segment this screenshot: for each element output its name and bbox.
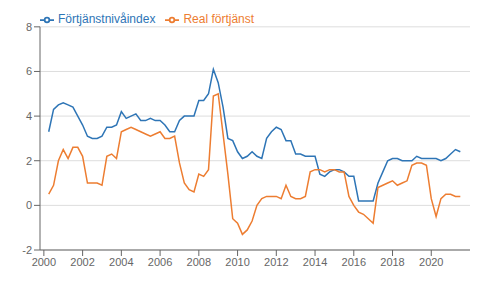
svg-text:2006: 2006 (148, 256, 172, 268)
svg-text:0: 0 (26, 199, 32, 211)
svg-text:2012: 2012 (264, 256, 288, 268)
html-text:Förtjänstnivåindex: Förtjänstnivåindex (58, 12, 156, 26)
svg-text:8: 8 (26, 21, 32, 33)
svg-text:2004: 2004 (109, 256, 133, 268)
svg-text:2018: 2018 (380, 256, 404, 268)
svg-text:2000: 2000 (32, 256, 56, 268)
svg-text:2014: 2014 (303, 256, 327, 268)
svg-text:6: 6 (26, 65, 32, 77)
svg-text:2020: 2020 (419, 256, 443, 268)
svg-text:2010: 2010 (225, 256, 249, 268)
svg-text:4: 4 (26, 110, 32, 122)
svg-text:2008: 2008 (187, 256, 211, 268)
html-text:Real förtjänst: Real förtjänst (183, 12, 255, 26)
svg-text:2: 2 (26, 155, 32, 167)
svg-text:2002: 2002 (70, 256, 94, 268)
svg-text:2016: 2016 (342, 256, 366, 268)
svg-text:-2: -2 (22, 244, 32, 256)
